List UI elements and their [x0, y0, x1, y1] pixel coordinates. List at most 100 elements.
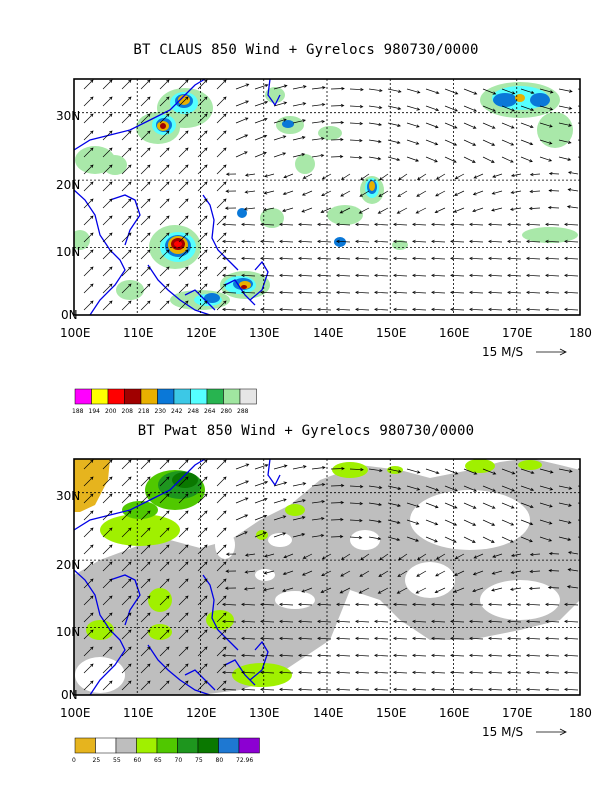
- bottom-wind-arrow: [393, 653, 408, 658]
- bottom-wind-arrow: [159, 663, 170, 674]
- bottom-wind-arrow: [298, 670, 313, 675]
- bottom-wind-arrow: [501, 502, 515, 509]
- bottom-wind-arrow: [235, 497, 249, 504]
- bottom-wind-arrow: [406, 519, 420, 525]
- top-wind-arrow: [222, 273, 237, 278]
- top-colorbar-label: 280: [221, 408, 233, 415]
- bottom-wind-arrow: [434, 587, 446, 594]
- bottom-wind-arrow: [140, 680, 151, 691]
- bottom-wind-arrow: [412, 602, 427, 607]
- bottom-wind-arrow: [140, 476, 151, 487]
- top-wind-arrow: [273, 135, 287, 141]
- bottom-wind-arrow: [444, 485, 459, 492]
- top-wind-arrow: [262, 207, 275, 212]
- top-wind-arrow: [197, 113, 208, 124]
- top-wind-arrow: [102, 147, 113, 158]
- top-wind-arrow: [254, 117, 268, 124]
- top-wind-arrow: [510, 173, 522, 178]
- top-wind-arrow: [526, 222, 541, 227]
- top-wind-arrow: [178, 300, 189, 311]
- bottom-wind-arrow: [279, 636, 294, 641]
- top-wind-arrow: [355, 239, 370, 244]
- top-wind-arrow: [159, 113, 170, 124]
- bottom-wind-arrow: [469, 687, 484, 692]
- bottom-wind-arrow: [178, 663, 189, 674]
- top-wind-arrow: [425, 122, 439, 129]
- bottom-wind-arrow: [301, 570, 313, 576]
- bottom-wind-arrow: [526, 670, 541, 675]
- top-wind-arrow: [178, 215, 189, 226]
- top-wind-arrow: [488, 273, 503, 278]
- bottom-colorbar-swatch: [115, 737, 137, 754]
- bottom-wind-arrow: [463, 519, 477, 526]
- bottom-wind-arrow: [121, 544, 132, 555]
- bottom-wind-arrow: [406, 468, 421, 474]
- bottom-wind-arrow: [83, 561, 94, 572]
- bottom-wind-arrow: [216, 646, 227, 657]
- bottom-wind-arrow: [83, 476, 94, 487]
- bottom-wind-arrow: [406, 502, 420, 508]
- bottom-wind-arrow: [302, 553, 313, 559]
- bottom-wind-arrow: [311, 482, 326, 487]
- bottom-wind-arrow: [393, 602, 408, 607]
- bottom-wind-arrow: [454, 553, 465, 560]
- top-colorbar-swatch: [140, 388, 158, 405]
- bottom-colorbar-swatch: [74, 737, 96, 754]
- top-wind-arrow: [539, 139, 553, 145]
- bottom-wind-arrow: [558, 502, 572, 507]
- top-wind-arrow: [545, 222, 560, 227]
- top-coastlines: [74, 79, 281, 315]
- bottom-wind-arrow: [488, 653, 503, 658]
- bottom-wind-arrow: [393, 670, 408, 675]
- top-wind-arrow: [377, 207, 389, 214]
- top-wind-arrow: [216, 266, 227, 277]
- top-wind-arrow: [260, 256, 275, 261]
- bottom-wind-arrow: [83, 493, 94, 504]
- top-wind-arrow: [102, 283, 113, 294]
- top-wind-arrow: [298, 239, 313, 244]
- top-wind-arrow: [178, 266, 189, 277]
- bottom-wind-arrow: [282, 570, 294, 576]
- bottom-wind-arrow: [178, 510, 189, 521]
- top-wind-arrow: [178, 96, 189, 107]
- bottom-wind-arrow: [450, 670, 465, 675]
- bottom-scale-label: 15 M/S: [482, 725, 523, 739]
- top-wind-arrow: [488, 239, 503, 244]
- bottom-wind-arrow: [140, 629, 151, 640]
- top-wind-arrow: [330, 137, 344, 142]
- top-wind-arrow: [393, 222, 408, 227]
- bottom-wind-arrow: [279, 653, 294, 658]
- bottom-wind-arrow: [121, 646, 132, 657]
- top-wind-arrow: [558, 88, 573, 93]
- top-wind-arrow: [320, 207, 332, 213]
- top-wind-arrow: [526, 307, 541, 312]
- bottom-wind-arrow: [368, 485, 383, 490]
- bottom-wind-arrow: [359, 570, 370, 577]
- top-wind-arrow: [222, 290, 237, 295]
- bottom-wind-arrow: [355, 636, 370, 641]
- bottom-wind-arrow: [159, 629, 170, 640]
- bottom-lon-label: 140E: [313, 706, 344, 720]
- top-wind-arrow: [311, 119, 326, 124]
- top-wind-arrow: [539, 156, 553, 162]
- top-colorbar-label: 194: [89, 408, 101, 415]
- bottom-wind-arrow: [321, 553, 332, 560]
- top-colorbar-label: 208: [122, 408, 134, 415]
- top-wind-arrow: [558, 139, 572, 144]
- bottom-wind-arrow: [558, 485, 573, 490]
- bottom-wind-arrow: [260, 619, 275, 624]
- top-wind-arrow: [393, 239, 408, 244]
- bottom-wind-arrow: [444, 519, 458, 526]
- bottom-wind-arrow: [488, 670, 503, 675]
- top-wind-arrow: [279, 239, 294, 244]
- top-wind-arrow: [482, 139, 496, 146]
- top-wind-arrow: [526, 290, 541, 295]
- bottom-wind-arrow: [216, 544, 227, 555]
- bottom-wind-arrow: [501, 485, 516, 492]
- top-wind-arrow: [416, 173, 427, 181]
- bottom-wind-arrow: [539, 468, 554, 474]
- top-wind-arrow: [216, 232, 227, 243]
- top-wind-arrow: [159, 266, 170, 277]
- bottom-wind-arrow: [425, 502, 439, 509]
- bottom-colorbar-label: 0: [72, 757, 76, 764]
